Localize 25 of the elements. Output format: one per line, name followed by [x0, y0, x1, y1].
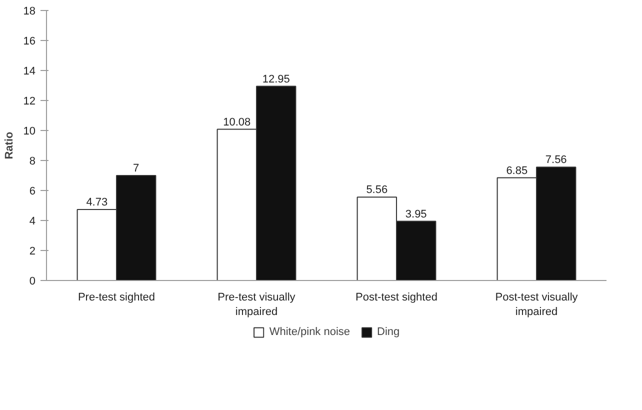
data-label: 6.85: [506, 164, 528, 177]
data-label: 10.08: [223, 116, 251, 128]
y-axis-title: Ratio: [3, 131, 16, 160]
data-label: 7: [133, 162, 140, 174]
x-tick-label: Pre-test visually impaired: [218, 292, 296, 318]
x-tick-label: Pre-test sighted: [78, 292, 156, 304]
y-tick-label: 14: [23, 66, 36, 78]
y-tick-label: 10: [23, 126, 36, 138]
y-tick-label: 8: [29, 156, 36, 168]
y-tick-label: 2: [29, 246, 36, 258]
legend-label: Ding: [377, 326, 400, 338]
y-tick-label: 0: [29, 276, 36, 288]
x-tick-label: Post-test visually impaired: [495, 292, 578, 318]
y-tick-label: 12: [23, 96, 36, 108]
y-tick-label: 4: [29, 216, 36, 228]
y-tick-label: 16: [23, 36, 36, 48]
y-tick-label: 18: [23, 6, 36, 18]
data-label: 12.95: [262, 73, 290, 86]
y-tick-label: 6: [29, 186, 36, 198]
legend-label: White/pink noise: [269, 326, 350, 338]
data-label: 5.56: [366, 184, 388, 196]
data-label: 7.56: [545, 154, 567, 166]
data-label: 3.95: [405, 208, 427, 220]
data-label: 4.73: [86, 196, 108, 209]
x-tick-label: Post-test sighted: [356, 292, 438, 304]
